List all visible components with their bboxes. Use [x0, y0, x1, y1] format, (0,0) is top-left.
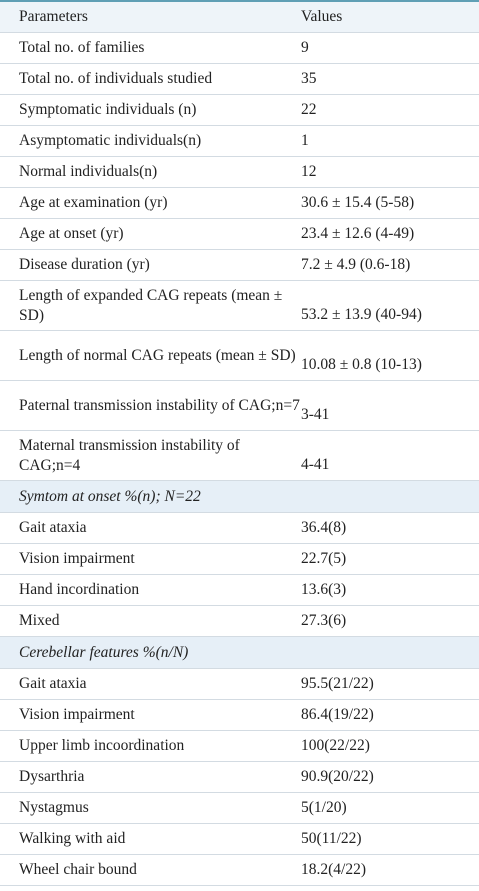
- value-cell: 86.4(19/22): [301, 699, 479, 731]
- parameter-cell: Length of normal CAG repeats (mean ± SD): [0, 330, 301, 381]
- table-row: Walking with aid 50(11/22): [0, 823, 479, 855]
- value-cell: 18.2(4/22): [301, 854, 479, 886]
- value-cell: 35: [301, 63, 479, 95]
- table-row: Asymptomatic individuals(n) 1: [0, 125, 479, 157]
- parameter-cell: Symptomatic individuals (n): [0, 94, 301, 126]
- table-row: Age at examination (yr) 30.6 ± 15.4 (5-58…: [0, 187, 479, 219]
- parameter-cell: Age at onset (yr): [0, 218, 301, 250]
- value-cell: 22.7(5): [301, 543, 479, 575]
- parameter-cell: Mixed: [0, 605, 301, 637]
- parameter-cell: Total no. of families: [0, 32, 301, 64]
- parameter-cell: Wheel chair bound: [0, 854, 301, 886]
- table-row: Nystagmus 5(1/20): [0, 792, 479, 824]
- table-row: Total no. of families 9: [0, 32, 479, 64]
- section-row: Symtom at onset %(n); N=22: [0, 480, 479, 513]
- header-row: Parameters Values: [0, 1, 479, 33]
- table-row: Normal individuals(n) 12: [0, 156, 479, 188]
- parameter-cell: Paternal transmission instability of CAG…: [0, 380, 301, 431]
- value-cell: 1: [301, 125, 479, 157]
- parameter-cell: Asymptomatic individuals(n): [0, 125, 301, 157]
- value-cell: 50(11/22): [301, 823, 479, 855]
- value-cell: 100(22/22): [301, 730, 479, 762]
- header-cell: Values: [301, 1, 479, 33]
- parameter-cell: Vision impairment: [0, 543, 301, 575]
- parameter-cell: Age at examination (yr): [0, 187, 301, 219]
- parameter-cell: Total no. of individuals studied: [0, 63, 301, 95]
- table-row: Vision impairment 86.4(19/22): [0, 699, 479, 731]
- value-cell: 22: [301, 94, 479, 126]
- table-row: Length of expanded CAG repeats (mean ± S…: [0, 280, 479, 331]
- table-row: Mixed 27.3(6): [0, 605, 479, 637]
- value-cell: 10.08 ± 0.8 (10-13): [301, 330, 479, 381]
- section-row: Cerebellar features %(n/N): [0, 636, 479, 669]
- table-row: Age at onset (yr) 23.4 ± 12.6 (4-49): [0, 218, 479, 250]
- table-row: Symptomatic individuals (n) 22: [0, 94, 479, 126]
- value-cell: 95.5(21/22): [301, 668, 479, 700]
- header-cell: Parameters: [0, 1, 301, 33]
- parameter-cell: Upper limb incoordination: [0, 730, 301, 762]
- parameter-cell: Gait ataxia: [0, 668, 301, 700]
- value-cell: 53.2 ± 13.9 (40-94): [301, 280, 479, 331]
- parameter-cell: Hand incordination: [0, 574, 301, 606]
- value-cell: 12: [301, 156, 479, 188]
- value-cell: 9: [301, 32, 479, 64]
- parameter-cell: Nystagmus: [0, 792, 301, 824]
- table-row: Upper limb incoordination 100(22/22): [0, 730, 479, 762]
- table-row: Length of normal CAG repeats (mean ± SD)…: [0, 330, 479, 381]
- value-cell: 27.3(6): [301, 605, 479, 637]
- value-cell: 90.9(20/22): [301, 761, 479, 793]
- table-row: Gait ataxia 36.4(8): [0, 512, 479, 544]
- table-row: Hand incordination 13.6(3): [0, 574, 479, 606]
- table-row: Wheel chair bound 18.2(4/22): [0, 854, 479, 886]
- value-cell: 3-41: [301, 380, 479, 431]
- value-cell: 4-41: [301, 430, 479, 481]
- section-title: Cerebellar features %(n/N): [0, 636, 479, 669]
- value-cell: 7.2 ± 4.9 (0.6-18): [301, 249, 479, 281]
- parameter-cell: Walking with aid: [0, 823, 301, 855]
- table-row: Maternal transmission instability of CAG…: [0, 430, 479, 481]
- parameter-cell: Vision impairment: [0, 699, 301, 731]
- table-row: Vision impairment 22.7(5): [0, 543, 479, 575]
- section-title: Symtom at onset %(n); N=22: [0, 480, 479, 513]
- table-row: Total no. of individuals studied 35: [0, 63, 479, 95]
- table-row: Dysarthria 90.9(20/22): [0, 761, 479, 793]
- parameter-cell: Length of expanded CAG repeats (mean ± S…: [0, 280, 301, 331]
- parameter-cell: Maternal transmission instability of CAG…: [0, 430, 301, 481]
- table-row: Gait ataxia 95.5(21/22): [0, 668, 479, 700]
- parameter-cell: Normal individuals(n): [0, 156, 301, 188]
- parameter-cell: Gait ataxia: [0, 512, 301, 544]
- value-cell: 30.6 ± 15.4 (5-58): [301, 187, 479, 219]
- table-row: Paternal transmission instability of CAG…: [0, 380, 479, 431]
- parameter-cell: Disease duration (yr): [0, 249, 301, 281]
- value-cell: 13.6(3): [301, 574, 479, 606]
- value-cell: 5(1/20): [301, 792, 479, 824]
- table-row: Disease duration (yr) 7.2 ± 4.9 (0.6-18): [0, 249, 479, 281]
- value-cell: 23.4 ± 12.6 (4-49): [301, 218, 479, 250]
- parameter-cell: Dysarthria: [0, 761, 301, 793]
- value-cell: 36.4(8): [301, 512, 479, 544]
